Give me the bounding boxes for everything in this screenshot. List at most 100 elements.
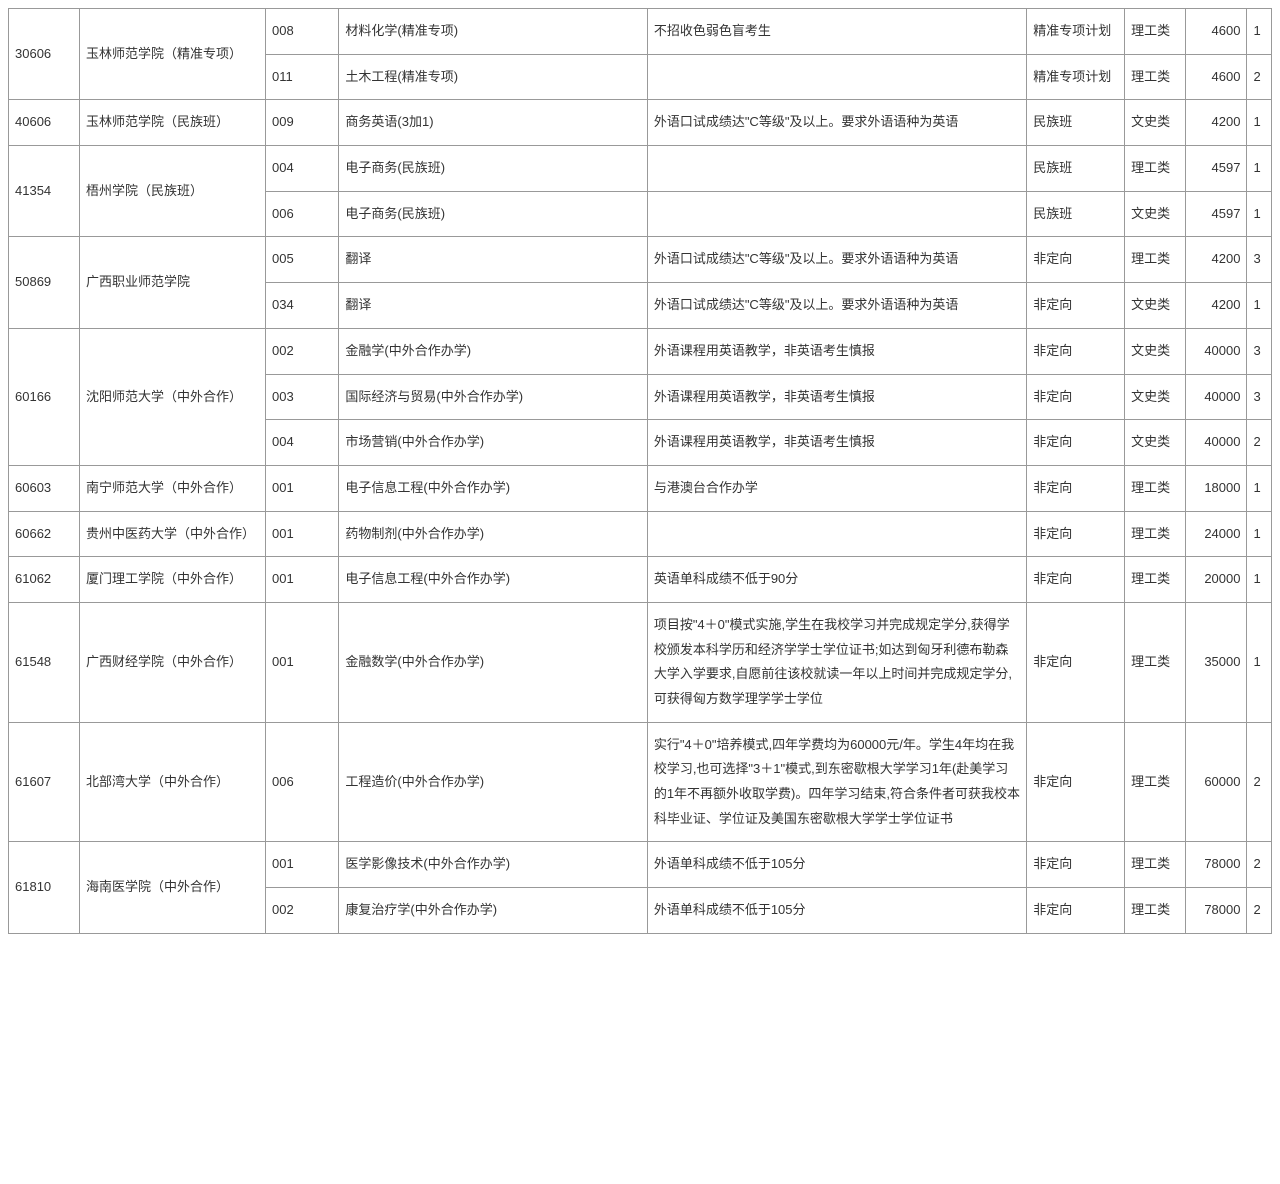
cell-fee: 4597 (1186, 146, 1247, 192)
cell-count: 1 (1247, 283, 1272, 329)
cell-plan-type: 非定向 (1027, 328, 1125, 374)
table-row: 40606玉林师范学院（民族班）009商务英语(3加1)外语口试成绩达"C等级"… (9, 100, 1272, 146)
cell-fee: 18000 (1186, 465, 1247, 511)
cell-category: 理工类 (1125, 557, 1186, 603)
cell-note (647, 146, 1026, 192)
cell-school: 梧州学院（民族班） (79, 146, 265, 237)
cell-school: 沈阳师范大学（中外合作） (79, 328, 265, 465)
cell-fee: 35000 (1186, 602, 1247, 722)
cell-fee: 24000 (1186, 511, 1247, 557)
table-row: 61607北部湾大学（中外合作）006工程造价(中外合作办学)实行"4＋0"培养… (9, 722, 1272, 842)
cell-major-name: 材料化学(精准专项) (339, 9, 647, 55)
cell-plan-type: 非定向 (1027, 283, 1125, 329)
cell-plan-type: 精准专项计划 (1027, 9, 1125, 55)
cell-category: 文史类 (1125, 420, 1186, 466)
cell-count: 1 (1247, 465, 1272, 511)
cell-count: 2 (1247, 54, 1272, 100)
cell-count: 1 (1247, 100, 1272, 146)
cell-category: 文史类 (1125, 374, 1186, 420)
cell-code: 61062 (9, 557, 80, 603)
cell-count: 2 (1247, 420, 1272, 466)
cell-major-code: 003 (265, 374, 338, 420)
cell-count: 3 (1247, 328, 1272, 374)
cell-note: 外语单科成绩不低于105分 (647, 888, 1026, 934)
cell-note (647, 191, 1026, 237)
cell-major-code: 011 (265, 54, 338, 100)
enrollment-table: 30606玉林师范学院（精准专项）008材料化学(精准专项)不招收色弱色盲考生精… (8, 8, 1272, 934)
cell-category: 文史类 (1125, 328, 1186, 374)
cell-school: 贵州中医药大学（中外合作） (79, 511, 265, 557)
cell-plan-type: 非定向 (1027, 237, 1125, 283)
cell-major-code: 001 (265, 465, 338, 511)
cell-code: 60662 (9, 511, 80, 557)
cell-fee: 40000 (1186, 374, 1247, 420)
cell-fee: 4600 (1186, 54, 1247, 100)
cell-note: 不招收色弱色盲考生 (647, 9, 1026, 55)
cell-plan-type: 非定向 (1027, 842, 1125, 888)
cell-plan-type: 民族班 (1027, 191, 1125, 237)
cell-plan-type: 精准专项计划 (1027, 54, 1125, 100)
cell-note: 项目按"4＋0"模式实施,学生在我校学习并完成规定学分,获得学校颁发本科学历和经… (647, 602, 1026, 722)
cell-plan-type: 非定向 (1027, 557, 1125, 603)
cell-school: 厦门理工学院（中外合作） (79, 557, 265, 603)
cell-school: 海南医学院（中外合作） (79, 842, 265, 933)
table-row: 60603南宁师范大学（中外合作）001电子信息工程(中外合作办学)与港澳台合作… (9, 465, 1272, 511)
cell-major-code: 002 (265, 328, 338, 374)
cell-fee: 4600 (1186, 9, 1247, 55)
cell-school: 南宁师范大学（中外合作） (79, 465, 265, 511)
cell-category: 理工类 (1125, 237, 1186, 283)
cell-count: 1 (1247, 9, 1272, 55)
cell-plan-type: 非定向 (1027, 602, 1125, 722)
cell-fee: 4200 (1186, 283, 1247, 329)
cell-note: 外语课程用英语教学，非英语考生慎报 (647, 328, 1026, 374)
cell-note: 外语课程用英语教学，非英语考生慎报 (647, 420, 1026, 466)
cell-major-name: 电子信息工程(中外合作办学) (339, 465, 647, 511)
cell-note (647, 511, 1026, 557)
cell-category: 文史类 (1125, 191, 1186, 237)
cell-plan-type: 非定向 (1027, 465, 1125, 511)
cell-major-name: 翻译 (339, 237, 647, 283)
cell-category: 理工类 (1125, 888, 1186, 934)
cell-count: 2 (1247, 722, 1272, 842)
cell-major-code: 002 (265, 888, 338, 934)
cell-count: 1 (1247, 602, 1272, 722)
table-row: 41354梧州学院（民族班）004电子商务(民族班)民族班理工类45971 (9, 146, 1272, 192)
cell-school: 北部湾大学（中外合作） (79, 722, 265, 842)
cell-code: 60603 (9, 465, 80, 511)
cell-count: 3 (1247, 237, 1272, 283)
cell-note: 与港澳台合作办学 (647, 465, 1026, 511)
cell-major-name: 康复治疗学(中外合作办学) (339, 888, 647, 934)
cell-major-code: 006 (265, 191, 338, 237)
cell-major-code: 001 (265, 557, 338, 603)
cell-fee: 4200 (1186, 100, 1247, 146)
cell-fee: 40000 (1186, 420, 1247, 466)
cell-plan-type: 非定向 (1027, 722, 1125, 842)
cell-code: 61607 (9, 722, 80, 842)
cell-school: 广西职业师范学院 (79, 237, 265, 328)
cell-count: 1 (1247, 511, 1272, 557)
cell-category: 理工类 (1125, 511, 1186, 557)
cell-major-name: 土木工程(精准专项) (339, 54, 647, 100)
cell-fee: 60000 (1186, 722, 1247, 842)
cell-plan-type: 非定向 (1027, 420, 1125, 466)
cell-plan-type: 民族班 (1027, 146, 1125, 192)
cell-code: 60166 (9, 328, 80, 465)
cell-note: 外语口试成绩达"C等级"及以上。要求外语语种为英语 (647, 100, 1026, 146)
cell-count: 1 (1247, 191, 1272, 237)
cell-note: 外语口试成绩达"C等级"及以上。要求外语语种为英语 (647, 237, 1026, 283)
cell-note: 外语课程用英语教学，非英语考生慎报 (647, 374, 1026, 420)
cell-code: 41354 (9, 146, 80, 237)
table-row: 61548广西财经学院（中外合作）001金融数学(中外合作办学)项目按"4＋0"… (9, 602, 1272, 722)
cell-category: 理工类 (1125, 722, 1186, 842)
cell-major-code: 001 (265, 602, 338, 722)
cell-major-code: 008 (265, 9, 338, 55)
cell-major-name: 电子商务(民族班) (339, 191, 647, 237)
cell-code: 61810 (9, 842, 80, 933)
cell-major-code: 009 (265, 100, 338, 146)
cell-major-code: 001 (265, 842, 338, 888)
cell-fee: 40000 (1186, 328, 1247, 374)
cell-plan-type: 非定向 (1027, 888, 1125, 934)
cell-plan-type: 非定向 (1027, 511, 1125, 557)
cell-category: 理工类 (1125, 9, 1186, 55)
table-row: 50869广西职业师范学院005翻译外语口试成绩达"C等级"及以上。要求外语语种… (9, 237, 1272, 283)
